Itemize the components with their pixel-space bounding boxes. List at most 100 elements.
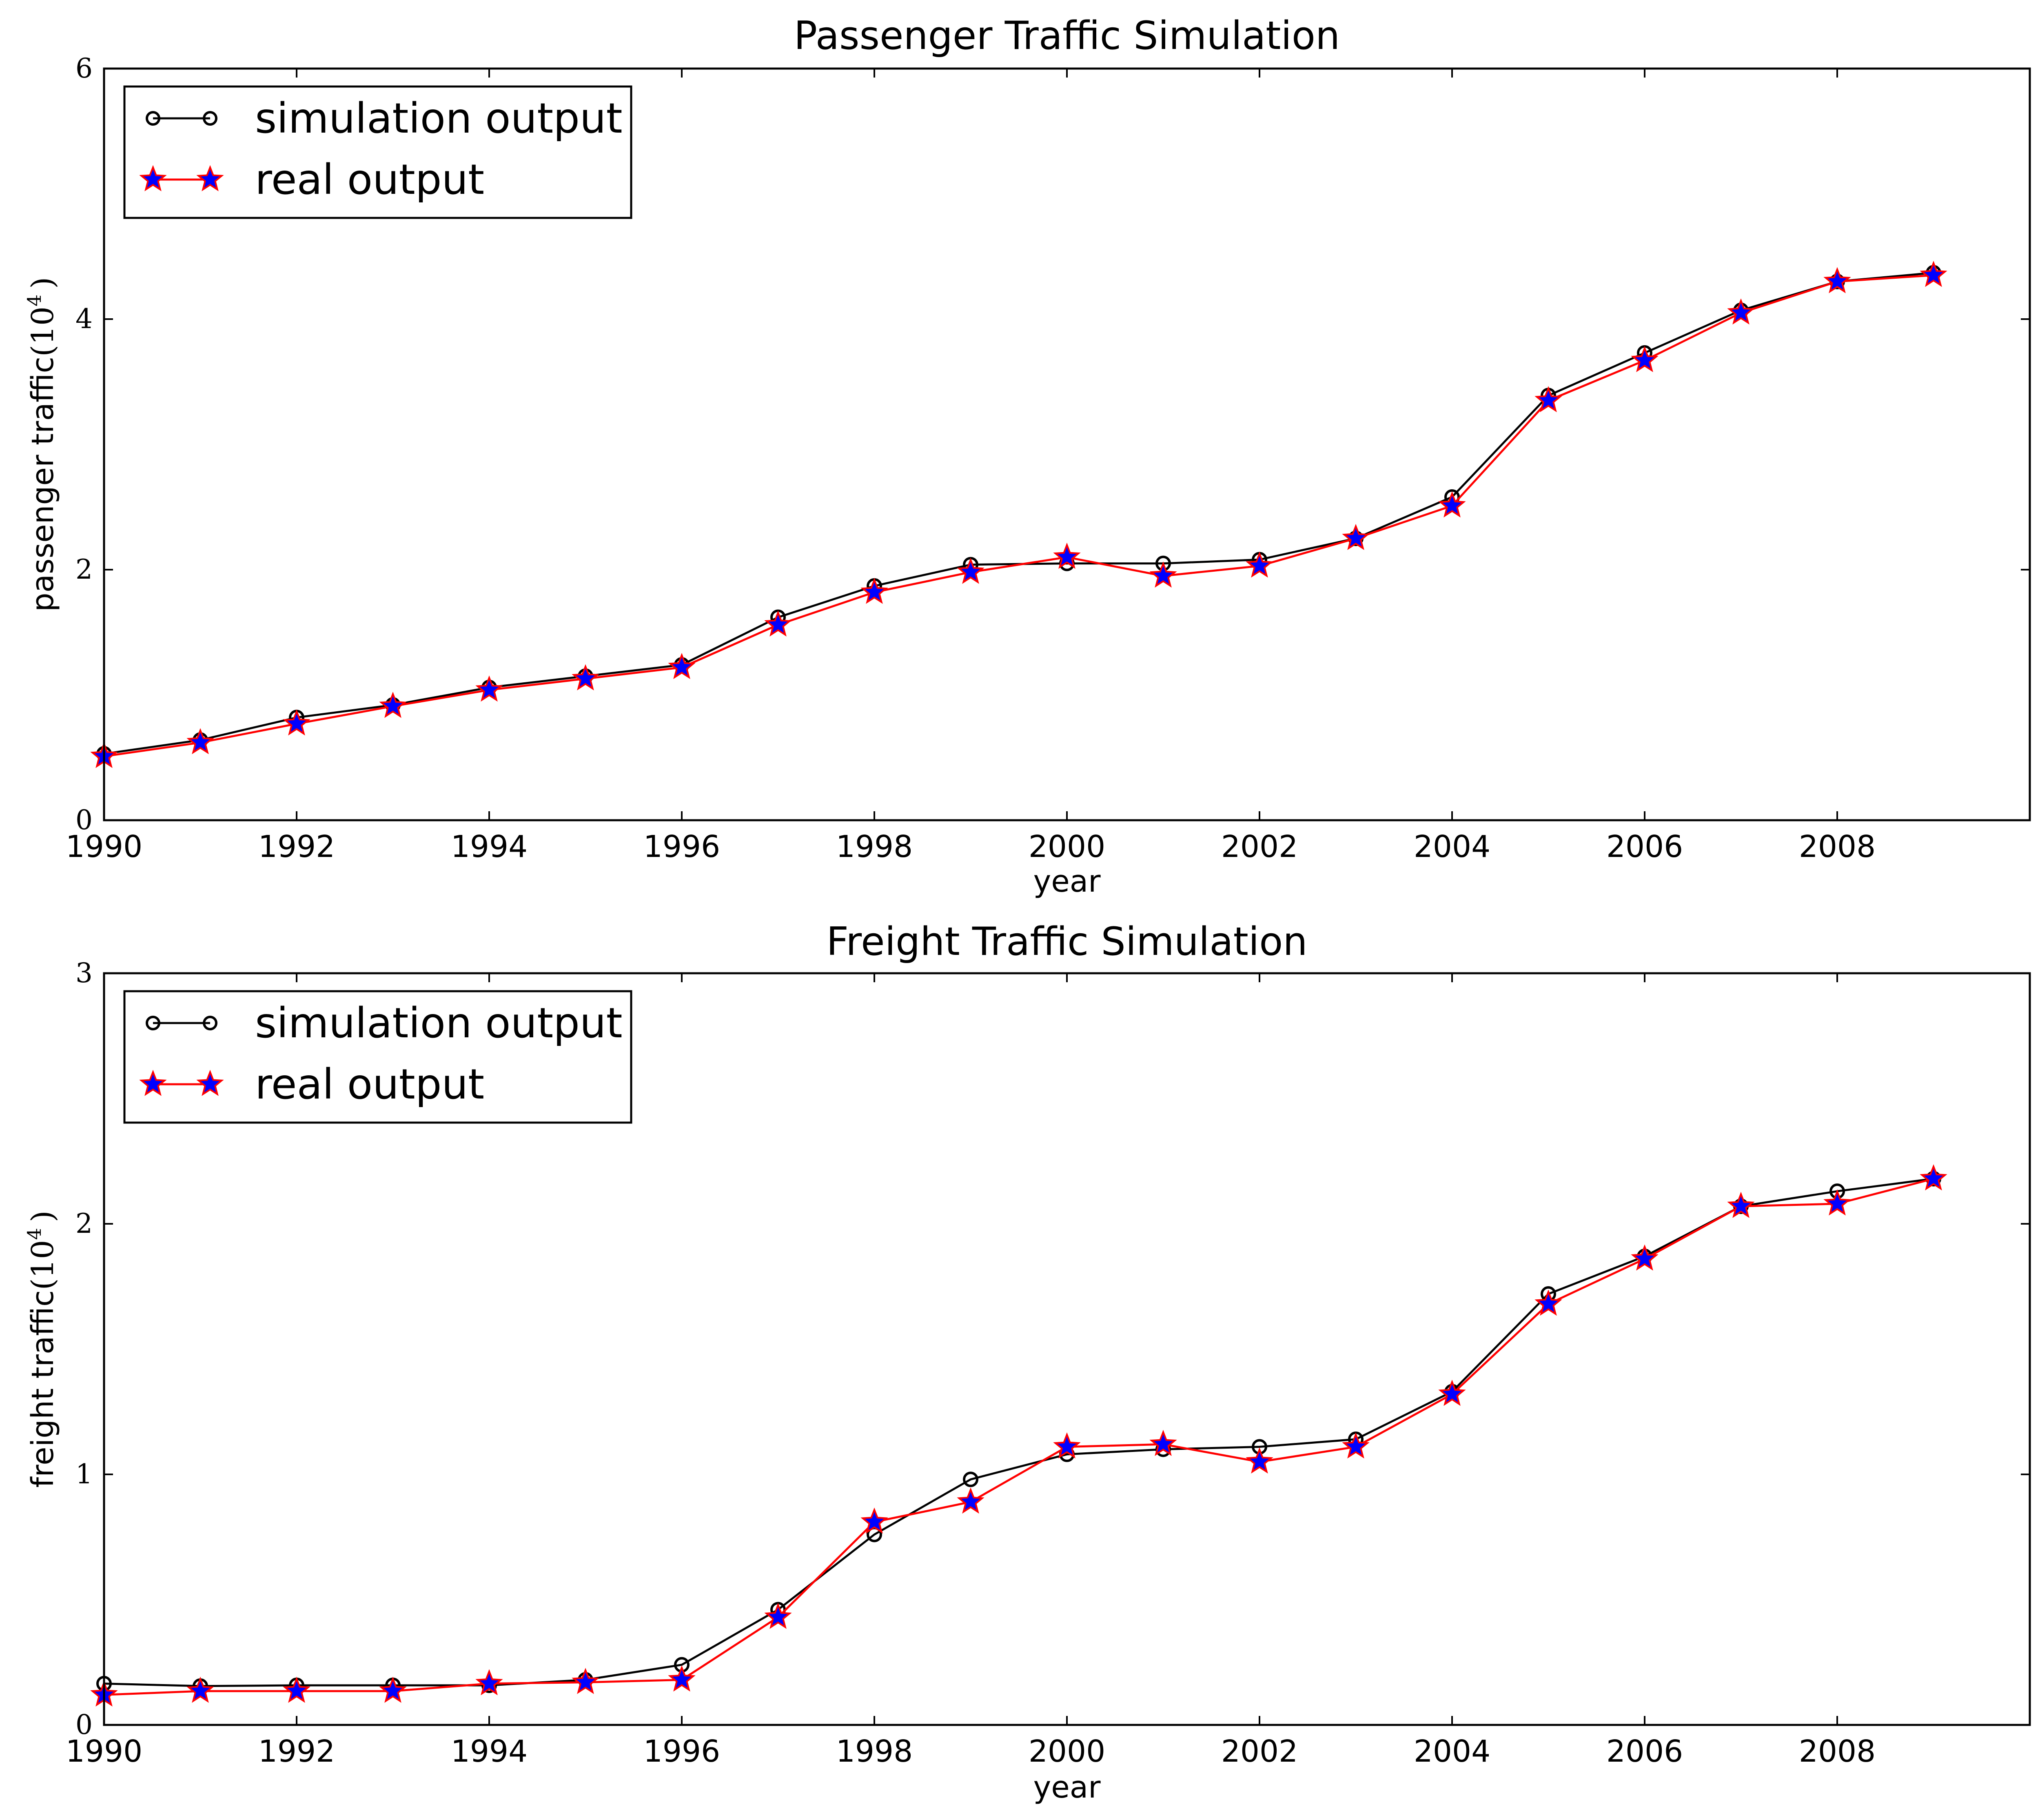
passenger-chart: Passenger Traffic Simulation 1990 1992 199… (23, 13, 2031, 899)
series-real-output (90, 260, 1947, 768)
y-axis-label-text: passenger traffic (25, 357, 60, 612)
y-tick-labels: 0 1 2 3 (75, 957, 93, 1740)
legend-label: simulation output (255, 999, 623, 1048)
y-tick-label: 6 (75, 53, 93, 84)
x-axis-label: year (1033, 864, 1101, 899)
y-tick-label: 2 (75, 554, 93, 585)
x-tick-label: 1998 (836, 829, 913, 864)
data-point-marker (475, 1669, 503, 1696)
legend-entry-real: real output (139, 155, 484, 204)
x-tick-label: 2002 (1221, 1734, 1298, 1769)
data-point-marker (475, 675, 503, 702)
data-point-marker (1246, 1447, 1273, 1474)
data-point-marker (1920, 1164, 1947, 1191)
x-tick-label: 1990 (66, 1734, 142, 1769)
chart-title: Freight Traffic Simulation (826, 919, 1307, 964)
data-point-marker (668, 653, 696, 679)
data-point-marker (1920, 260, 1947, 287)
data-point-marker (860, 1507, 888, 1534)
x-tick-label: 1992 (258, 1734, 335, 1769)
legend-label: real output (255, 155, 484, 204)
data-point-marker (1438, 491, 1466, 518)
data-point-marker (764, 1602, 792, 1629)
data-point-marker (1727, 298, 1755, 325)
y-tick-label: 1 (75, 1458, 93, 1490)
y-axis-label-close: ) (25, 1210, 60, 1222)
x-tick-labels: 1990 1992 1994 1996 1998 2000 2002 2004 2006 2008 (66, 829, 1876, 864)
series-line (104, 1178, 1934, 1687)
data-point-marker (1631, 346, 1659, 373)
series-layer (90, 260, 1947, 768)
x-tick-label: 2006 (1606, 1734, 1683, 1769)
legend-star-marker (196, 1070, 224, 1096)
data-point-marker (668, 1665, 696, 1692)
data-point-marker (957, 557, 985, 584)
data-point-marker (1438, 1379, 1466, 1406)
data-point-marker (1053, 542, 1081, 569)
data-point-marker (1149, 561, 1177, 588)
series-real-output (90, 1164, 1947, 1707)
data-point-marker (283, 709, 310, 736)
data-point-marker (379, 692, 407, 718)
y-axis-label: passenger traffic(104) (23, 277, 60, 612)
series-line (104, 1178, 1934, 1696)
legend-star-marker (196, 165, 224, 191)
plot-frame (103, 67, 2031, 821)
data-point-marker (1631, 1244, 1659, 1271)
legend-entry-real: real output (139, 1060, 484, 1109)
legend: simulation output real output (123, 990, 632, 1124)
y-axis-label: freight traffic(104) (23, 1210, 60, 1488)
y-axis-label-unit: (10 (25, 1240, 60, 1290)
data-point-marker (1149, 1429, 1177, 1456)
y-tick-label: 4 (75, 303, 93, 335)
x-tick-label: 2004 (1414, 1734, 1490, 1769)
data-point-marker (1342, 524, 1370, 550)
plot-frame (103, 972, 2031, 1726)
data-point-marker (1534, 1289, 1562, 1316)
data-point-marker (1053, 1432, 1081, 1459)
data-point-marker (572, 664, 599, 690)
y-axis-label-text: freight traffic (25, 1290, 60, 1487)
data-point-marker (860, 577, 888, 604)
legend-label: real output (255, 1060, 484, 1109)
legend-box (123, 85, 632, 219)
y-axis-label-exponent: 4 (23, 295, 45, 306)
y-tick-label: 0 (75, 804, 93, 836)
series-layer (90, 1164, 1947, 1707)
x-tick-label: 2008 (1799, 829, 1876, 864)
legend-entry-simulation: simulation output (146, 94, 623, 143)
x-tick-label: 1996 (643, 1734, 720, 1769)
x-tick-label: 1996 (643, 829, 720, 864)
y-tick-label: 2 (75, 1208, 93, 1239)
x-tick-label: 2006 (1606, 829, 1683, 864)
y-tick-label: 0 (75, 1709, 93, 1740)
x-tick-label: 1994 (451, 1734, 528, 1769)
data-point-marker (957, 1487, 985, 1514)
legend-box (123, 990, 632, 1124)
data-point-marker (1823, 1189, 1851, 1216)
y-axis-label-exponent: 4 (23, 1228, 45, 1240)
y-axis-label-close: ) (25, 277, 60, 289)
data-point-marker (379, 1676, 407, 1703)
legend-star-marker (139, 1070, 167, 1096)
x-tick-label: 1998 (836, 1734, 913, 1769)
data-point-marker (186, 1676, 214, 1703)
x-tick-label: 1994 (451, 829, 528, 864)
x-tick-label: 2000 (1029, 829, 1105, 864)
legend-star-marker (139, 165, 167, 191)
series-line (104, 274, 1934, 757)
legend-entry-simulation: simulation output (146, 999, 623, 1048)
legend-label: simulation output (255, 94, 623, 143)
y-tick-label: 3 (75, 957, 93, 989)
data-point-marker (572, 1668, 599, 1694)
data-point-marker (1534, 386, 1562, 413)
data-point-marker (1342, 1432, 1370, 1459)
x-tick-labels: 1990 1992 1994 1996 1998 2000 2002 2004 2006 2008 (66, 1734, 1876, 1769)
legend: simulation output real output (123, 85, 632, 219)
x-tick-label: 2004 (1414, 829, 1490, 864)
data-point-marker (1823, 267, 1851, 293)
x-axis-label: year (1033, 1770, 1101, 1805)
x-tick-label: 1992 (258, 829, 335, 864)
